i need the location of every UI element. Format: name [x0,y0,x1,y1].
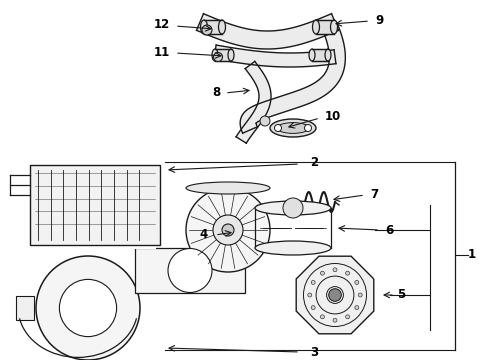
Text: 4: 4 [200,229,208,242]
Circle shape [214,53,222,62]
Circle shape [222,224,234,236]
Text: 3: 3 [310,346,318,359]
Text: 11: 11 [154,45,170,58]
Text: 5: 5 [397,288,405,302]
Circle shape [283,198,303,218]
Text: 9: 9 [375,14,383,27]
Text: 12: 12 [154,18,170,31]
Ellipse shape [219,20,225,34]
Text: 6: 6 [385,224,393,237]
Ellipse shape [325,49,331,61]
Circle shape [355,306,359,310]
Polygon shape [214,45,336,67]
Circle shape [213,215,243,245]
Circle shape [260,116,270,126]
Text: 2: 2 [310,157,318,170]
Circle shape [304,125,312,131]
Polygon shape [236,62,271,143]
Ellipse shape [255,201,331,215]
Ellipse shape [228,49,234,61]
Circle shape [311,306,315,310]
Circle shape [186,188,270,272]
Circle shape [274,125,281,131]
Ellipse shape [309,49,315,61]
Circle shape [308,293,312,297]
Text: 1: 1 [468,248,476,261]
Circle shape [358,293,362,297]
Bar [135,248,245,293]
Ellipse shape [186,182,270,194]
Circle shape [168,248,212,292]
Polygon shape [196,14,339,49]
Bar [30,165,160,245]
Circle shape [345,271,349,275]
Ellipse shape [313,20,319,34]
Ellipse shape [270,119,316,137]
Ellipse shape [200,20,207,34]
Bar [215,49,231,61]
Circle shape [59,279,117,337]
Ellipse shape [212,49,218,61]
Bar [204,20,222,34]
Circle shape [333,318,337,322]
Circle shape [202,25,212,35]
Circle shape [333,268,337,272]
Polygon shape [240,24,345,133]
Circle shape [320,315,324,319]
Circle shape [320,271,324,275]
Bar [16,296,34,320]
Circle shape [311,280,315,284]
Text: 7: 7 [370,188,378,201]
Polygon shape [296,256,374,334]
Text: 10: 10 [325,109,341,122]
Circle shape [355,280,359,284]
Ellipse shape [330,20,338,34]
Bar [316,20,334,34]
Circle shape [36,256,140,360]
Circle shape [345,315,349,319]
Text: 8: 8 [212,86,220,99]
Ellipse shape [255,241,331,255]
Ellipse shape [277,123,309,134]
Bar [312,49,328,61]
Circle shape [329,289,342,301]
